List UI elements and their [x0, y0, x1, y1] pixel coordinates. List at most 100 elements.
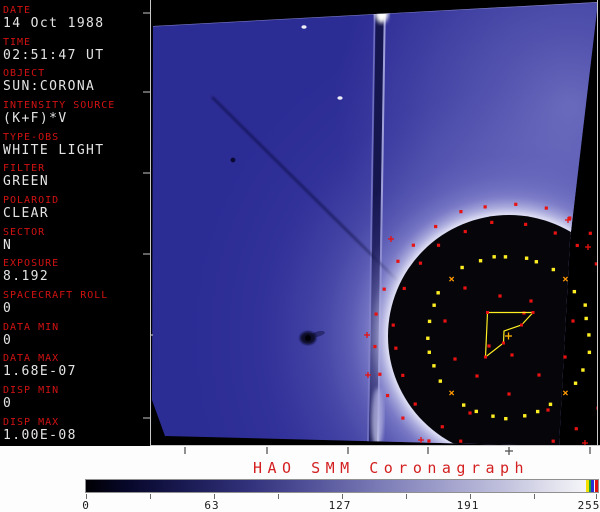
disk-edge-ring-dot — [519, 449, 522, 452]
solar-limb-ring-dot — [461, 403, 466, 407]
frame-plus-marker — [150, 334, 153, 336]
scatter-red-dot — [546, 408, 550, 412]
outer-field-ring-dot — [568, 216, 572, 220]
field-value: 0 — [3, 396, 13, 412]
diagonal-x-marker — [562, 276, 569, 282]
disk-edge-ring-dot — [459, 439, 463, 443]
disk-edge-ring-dot — [551, 439, 555, 443]
disk-edge-ring-dot — [394, 346, 398, 350]
image-title: HAO SMM Coronagraph — [253, 459, 530, 477]
outer-field-ring-dot — [544, 206, 548, 210]
diagonal-x-marker — [562, 390, 569, 396]
disk-edge-ring-dot — [553, 231, 557, 235]
yellow-stripe — [586, 480, 589, 492]
field-value: 1.68E-07 — [3, 364, 77, 380]
scatter-red-dot — [463, 286, 467, 290]
outer-field-ring-dot — [382, 287, 386, 291]
solar-limb-ring-dot — [438, 379, 443, 383]
image-frame — [143, 0, 600, 455]
disk-edge-ring-dot — [440, 425, 444, 429]
field-value: SUN:CORONA — [3, 79, 96, 95]
field-label: DATE — [3, 5, 32, 16]
disk-edge-ring-dot — [596, 406, 597, 410]
outer-field-ring-dot — [385, 393, 390, 398]
colorbar-tick-label: 255 — [577, 499, 600, 512]
outer-field-ring-dot — [396, 259, 400, 263]
field-value: 02:51:47 UT — [3, 47, 105, 63]
scatter-red-dot — [443, 319, 447, 323]
disk-edge-ring-dot — [391, 323, 395, 327]
colorbar — [85, 479, 599, 493]
field-value: WHITE LIGHT — [3, 142, 105, 158]
polygon-vertex-dot — [484, 355, 487, 359]
solar-limb-ring-dot — [426, 336, 430, 340]
field-value: 0 — [3, 332, 13, 348]
red-plus-marker — [365, 372, 371, 378]
colorbar-tick-label: 191 — [456, 499, 480, 512]
field-label: POLAROID — [3, 195, 60, 207]
field-value: 8.192 — [3, 269, 50, 285]
field-value: GREEN — [3, 174, 50, 190]
field-label: DATA MIN — [3, 321, 60, 333]
colorbar-tick — [278, 494, 279, 499]
field-value: 1.00E-08 — [3, 427, 77, 443]
polygon-vertex-dot — [520, 323, 523, 327]
field-label: DISP MAX — [3, 416, 60, 428]
outer-field-ring-dot — [459, 210, 463, 214]
polygon-vertex-dot — [502, 341, 505, 345]
metadata-field: DATA MAX 1.68E-07 — [3, 353, 143, 379]
colorbar-tick — [470, 494, 471, 499]
metadata-field: FILTER GREEN — [3, 163, 143, 189]
red-plus-marker — [418, 437, 424, 443]
metadata-field: TYPE-OBS WHITE LIGHT — [3, 132, 143, 158]
red-plus-marker — [364, 332, 370, 338]
scatter-red-dot — [498, 294, 502, 298]
colorbar-tick-label: 127 — [328, 499, 352, 512]
disk-edge-ring-dot — [401, 373, 405, 377]
red-plus-marker — [388, 236, 394, 242]
outer-field-ring-dot — [588, 231, 592, 235]
metadata-field: DISP MIN 0 — [3, 385, 143, 411]
field-value: CLEAR — [3, 206, 50, 222]
outer-field-ring-dot — [401, 416, 405, 420]
pointing-overlay — [150, 202, 597, 452]
solar-limb-ring-dot — [524, 256, 529, 260]
outer-field-ring-dot — [411, 243, 415, 247]
solar-limb-ring-dot — [548, 402, 553, 407]
colorbar-tick — [406, 494, 407, 499]
solar-limb-ring-dot — [478, 259, 483, 263]
disk-edge-ring-dot — [524, 222, 528, 226]
red-plus-marker — [585, 244, 591, 250]
solar-limb-ring-dot — [503, 255, 508, 259]
colorbar-tick-label: 63 — [204, 499, 220, 512]
field-label: TIME — [3, 36, 32, 48]
solar-limb-ring-dot — [432, 364, 436, 368]
solar-limb-ring-dot — [572, 289, 577, 294]
solar-limb-ring-dot — [581, 368, 585, 372]
field-value: (K+F)*V — [3, 111, 68, 127]
disk-edge-ring-dot — [574, 427, 578, 431]
solar-limb-ring-dot — [584, 316, 588, 321]
sun-center-marker — [505, 332, 512, 340]
diagonal-x-marker — [448, 276, 455, 282]
metadata-field: EXPOSURE 8.192 — [3, 258, 143, 284]
disk-edge-ring-dot — [418, 261, 423, 265]
solar-limb-ring-dot — [587, 350, 592, 355]
solar-limb-ring-dot — [504, 416, 508, 421]
field-label: INTENSITY SOURCE — [3, 100, 116, 112]
disk-edge-ring-dot — [463, 229, 467, 234]
colorbar-tick — [150, 494, 151, 499]
red-plus-marker — [565, 217, 571, 223]
scatter-red-dot — [507, 392, 511, 396]
disk-edge-ring-dot — [594, 262, 597, 266]
disk-edge-ring-dot — [575, 243, 579, 248]
field-value: 0 — [3, 301, 13, 317]
field-label: FILTER — [3, 163, 46, 175]
metadata-field: DATE 14 Oct 1988 — [3, 5, 143, 31]
outer-field-ring-dot — [483, 205, 487, 209]
metadata-field: TIME 02:51:47 UT — [3, 37, 143, 63]
disk-edge-ring-dot — [413, 402, 417, 406]
disk-edge-ring-dot — [488, 448, 491, 451]
metadata-field: SECTOR N — [3, 227, 143, 253]
